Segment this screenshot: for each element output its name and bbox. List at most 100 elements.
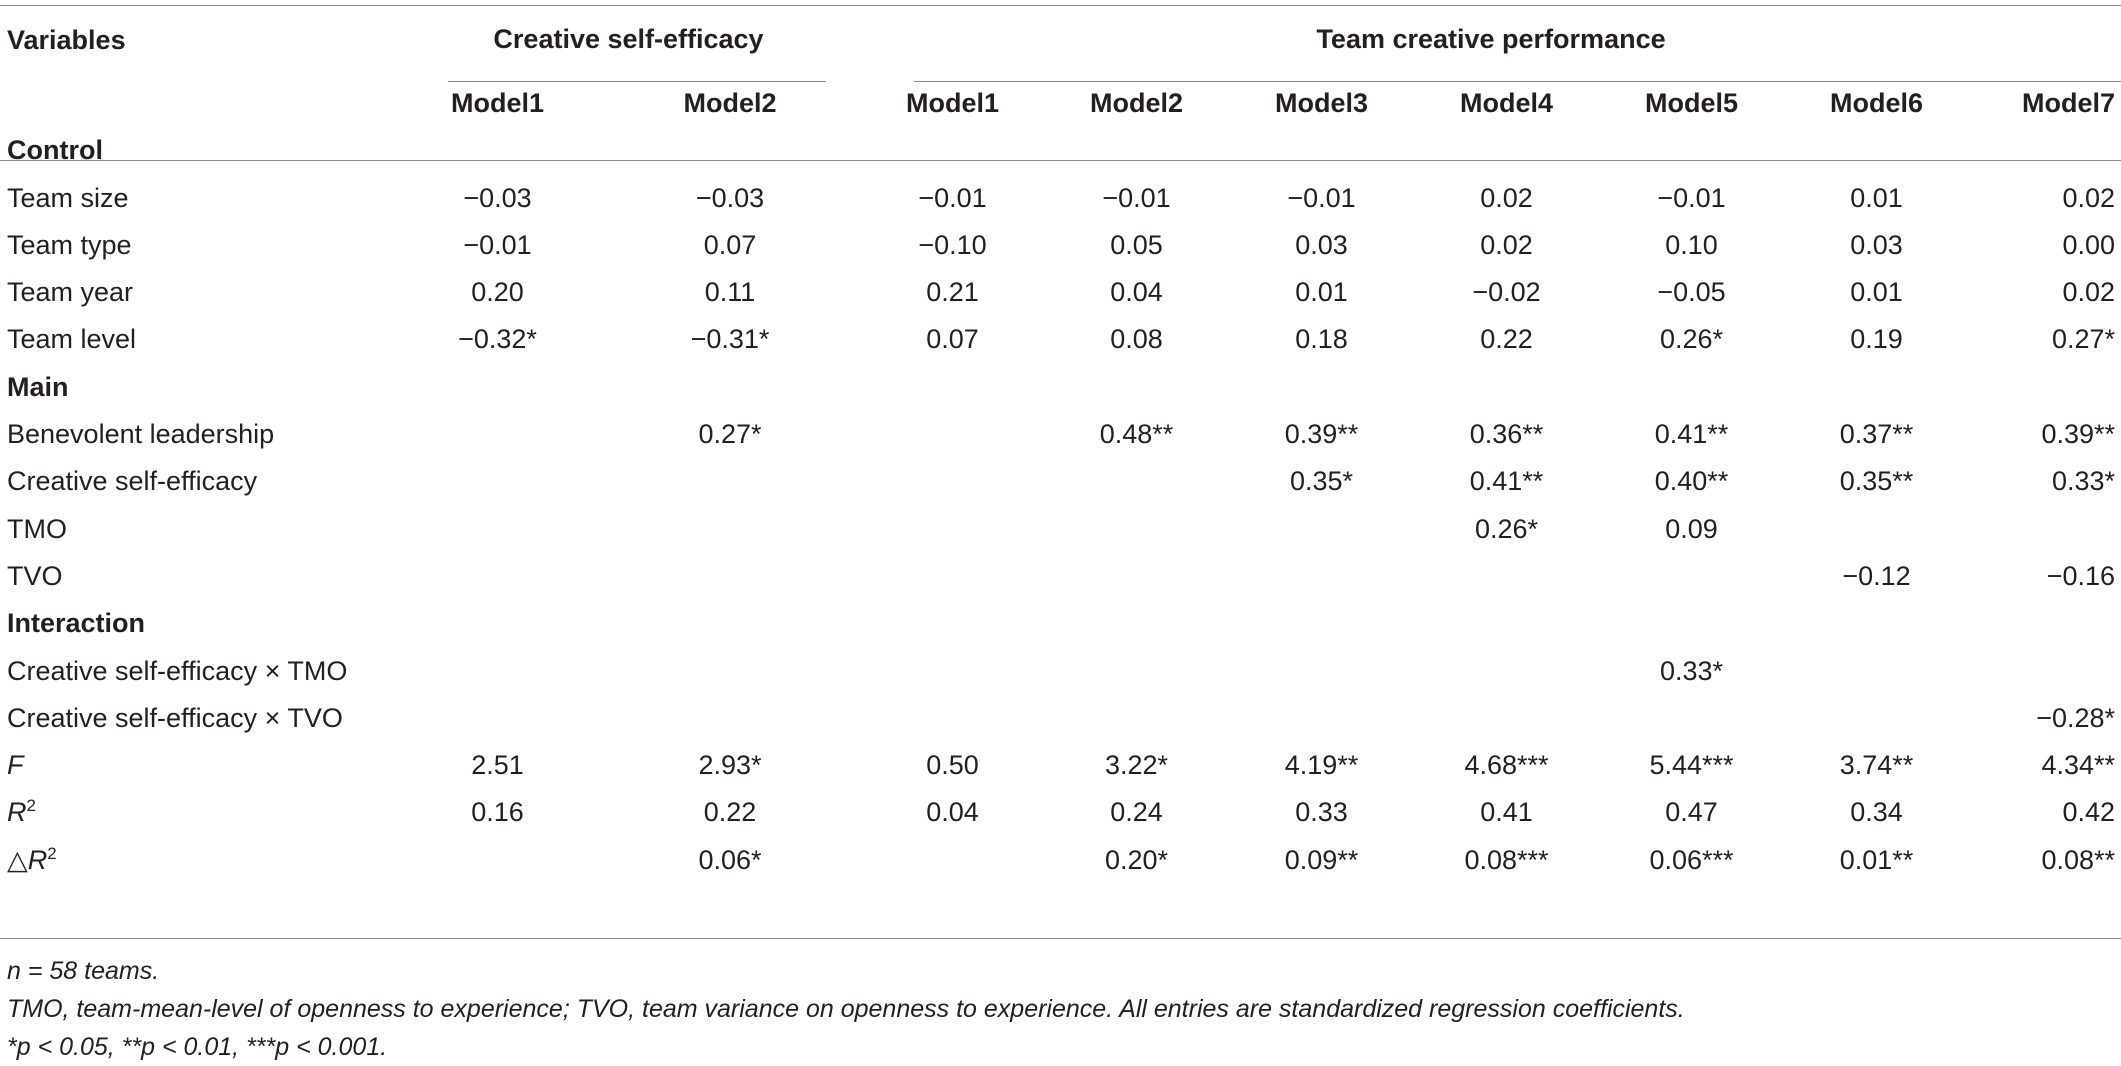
table-cell	[861, 837, 1044, 884]
row-label: TMO	[7, 513, 67, 544]
model-header: Model2	[683, 88, 777, 118]
table-cell	[1044, 648, 1229, 695]
table-cell	[1784, 695, 1969, 742]
table-cell: 0.35*	[1289, 466, 1354, 497]
group-header-creative-self-efficacy: Creative self-efficacy	[493, 24, 764, 55]
table-cell: 0.09	[1665, 513, 1718, 544]
table-cell: 0.37**	[1839, 419, 1914, 450]
section-label: Control	[7, 135, 103, 166]
table-cell	[396, 837, 599, 884]
table-cell	[599, 506, 861, 553]
table-cell: 2.93*	[698, 750, 762, 781]
table-cell: 0.04	[1110, 277, 1163, 308]
table-cell	[861, 411, 1044, 458]
row-label: Team year	[7, 277, 134, 308]
table-cell	[1229, 506, 1414, 553]
table-cell: 0.01	[1850, 182, 1903, 213]
table-cell: 3.22*	[1104, 750, 1169, 781]
table-cell: −0.01	[918, 182, 987, 213]
table-cell: 0.41**	[1469, 466, 1544, 497]
table-cell: 0.10	[1665, 229, 1718, 260]
table-cell: 0.00	[2062, 229, 2116, 260]
table-cell	[1784, 648, 1969, 695]
table-cell: 4.68***	[1464, 750, 1549, 781]
table-row: △R2 0.06* 0.20* 0.09** 0.08*** 0.06*** 0…	[0, 837, 2121, 884]
r2-symbol: R	[7, 797, 27, 828]
superscript: 2	[26, 796, 36, 816]
table-cell	[1969, 648, 2121, 695]
table-cell	[1044, 553, 1229, 600]
group-header-team-creative-performance: Team creative performance	[1316, 24, 1666, 55]
table-cell: −0.10	[918, 229, 987, 260]
table-cell	[396, 695, 599, 742]
table-cell: −0.32*	[458, 324, 537, 355]
table-cell: 0.41	[1480, 797, 1533, 828]
table-cell: 0.01**	[1839, 844, 1914, 875]
table-cell: 0.05	[1110, 229, 1163, 260]
row-label: Creative self-efficacy × TVO	[7, 702, 343, 733]
table-cell	[1599, 553, 1784, 600]
table-cell: 0.02	[1480, 182, 1533, 213]
header-spacer	[0, 80, 396, 127]
table-cell: 0.19	[1850, 324, 1903, 355]
table-cell: 5.44***	[1649, 750, 1734, 781]
table-cell: −0.01	[1657, 182, 1726, 213]
table-row: TVO −0.12 −0.16	[0, 553, 2121, 600]
table-cell: 3.74**	[1839, 750, 1914, 781]
table-row: R2 0.16 0.22 0.04 0.24 0.33 0.41 0.47 0.…	[0, 789, 2121, 836]
table-cell: −0.12	[1842, 560, 1911, 591]
table-cell	[1044, 695, 1229, 742]
table-cell: 0.07	[926, 324, 979, 355]
table-cell	[599, 648, 861, 695]
table-cell	[861, 506, 1044, 553]
note-significance: *p < 0.05, **p < 0.01, ***p < 0.001.	[7, 1033, 388, 1061]
table-row: Team level −0.32* −0.31* 0.07 0.08 0.18 …	[0, 316, 2121, 363]
table-cell: 0.33*	[2051, 466, 2116, 497]
table-cell: −0.28*	[2036, 702, 2116, 733]
table-cell	[861, 458, 1044, 505]
row-label: Team size	[7, 182, 129, 213]
table-cell: 0.39**	[1284, 419, 1359, 450]
superscript: 2	[47, 843, 57, 863]
table-cell: 0.03	[1295, 229, 1348, 260]
delta-r2-symbol: △R	[7, 844, 48, 875]
header-bottom-rule	[0, 160, 2121, 161]
table-cell: 0.35**	[1839, 466, 1914, 497]
table-notes: n = 58 teams. TMO, team-mean-level of op…	[7, 952, 1685, 1066]
table-cell: 0.18	[1295, 324, 1348, 355]
table-cell: −0.03	[695, 182, 765, 213]
model-header: Model1	[905, 88, 999, 118]
table-cell: 0.42	[2062, 797, 2116, 828]
table-cell: 0.03	[1850, 229, 1903, 260]
table-cell	[396, 648, 599, 695]
table-bottom-rule	[0, 938, 2121, 939]
table-cell	[1229, 553, 1414, 600]
table-cell: 0.06*	[698, 844, 762, 875]
table-cell: 0.48**	[1099, 419, 1174, 450]
table-cell	[1969, 506, 2121, 553]
table-cell	[396, 458, 599, 505]
table-row: TMO 0.26* 0.09	[0, 506, 2121, 553]
table-cell	[599, 695, 861, 742]
table-cell	[861, 695, 1044, 742]
row-label: R2	[0, 789, 396, 836]
table-row: Creative self-efficacy 0.35* 0.41** 0.40…	[0, 458, 2121, 505]
table-cell	[861, 553, 1044, 600]
table-cell: 0.26*	[1659, 324, 1724, 355]
row-label: Benevolent leadership	[7, 419, 275, 450]
section-row-main: Main	[0, 364, 2121, 411]
section-label: Main	[7, 371, 69, 402]
table-cell	[1414, 648, 1599, 695]
table-cell	[396, 506, 599, 553]
row-label: △R2	[0, 837, 396, 884]
table-cell: 0.11	[704, 277, 756, 308]
table-cell: 0.26*	[1474, 513, 1539, 544]
table-cell: 0.27*	[2051, 324, 2116, 355]
table-cell: 0.01	[1295, 277, 1348, 308]
row-label: Team level	[7, 324, 137, 355]
table-cell: 0.27*	[698, 419, 762, 450]
table-cell	[1229, 648, 1414, 695]
top-rule	[0, 5, 2121, 6]
model-header: Model4	[1459, 88, 1553, 118]
table-row: Creative self-efficacy × TMO 0.33*	[0, 648, 2121, 695]
